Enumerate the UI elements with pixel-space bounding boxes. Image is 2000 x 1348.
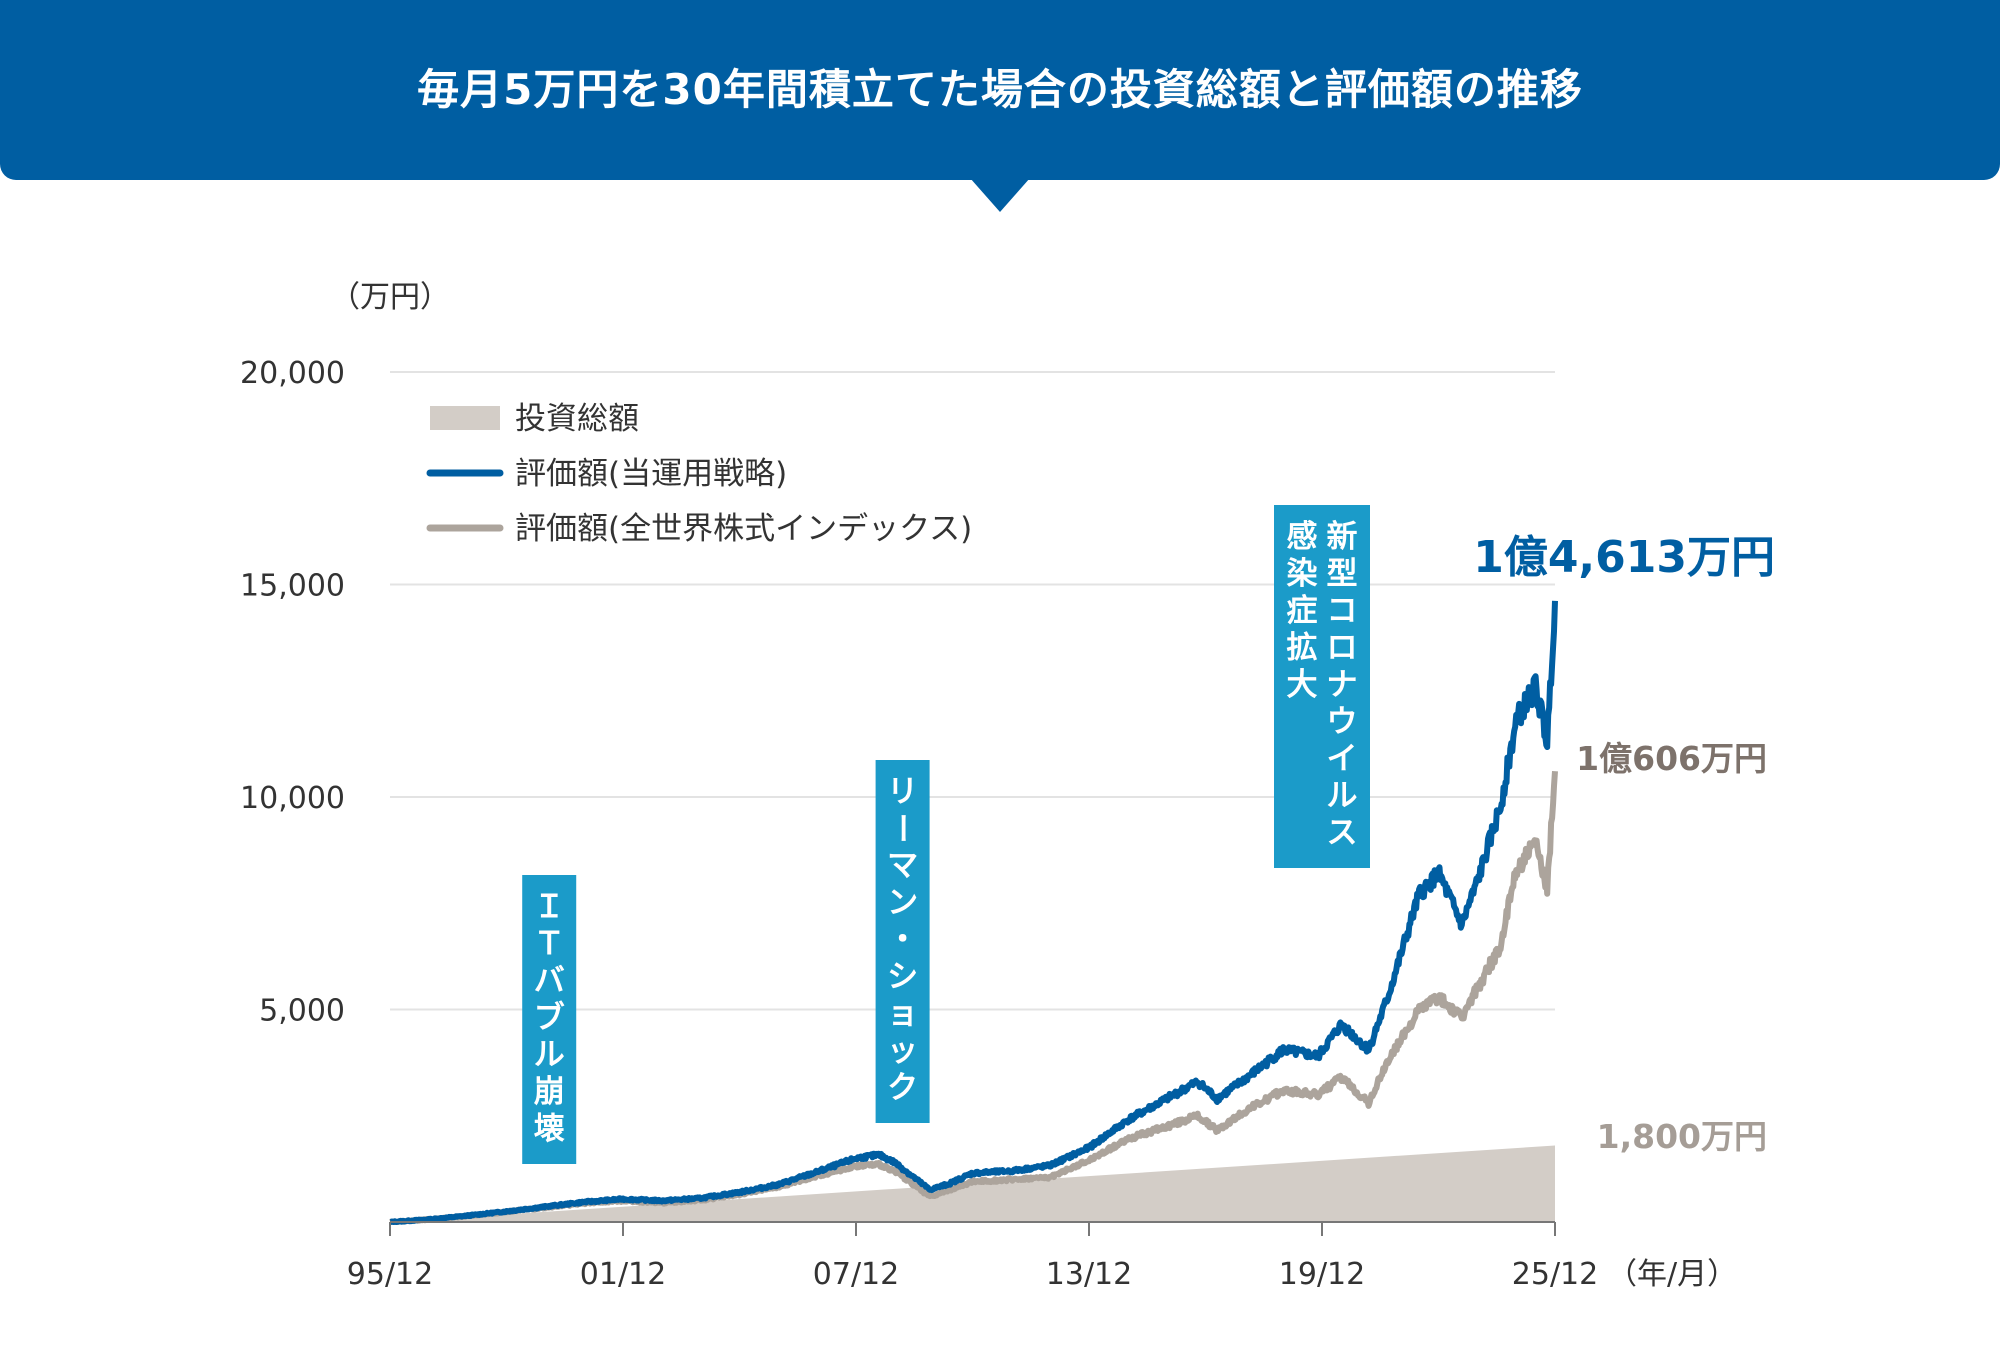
y-tick-label: 20,000: [240, 356, 345, 391]
annotation-box: [1274, 505, 1370, 868]
annotation-char: ク: [887, 1070, 918, 1106]
annotation-char: Ｔ: [534, 926, 565, 962]
annotation-char: マ: [887, 848, 918, 884]
line-strategy: [388, 600, 1558, 1225]
annotation-char: ナ: [1327, 667, 1358, 703]
annotation-char: 感: [1287, 519, 1318, 555]
x-tick-label: 07/12: [813, 1257, 899, 1292]
legend-label-strategy: 評価額(当運用戦略): [515, 456, 787, 492]
x-tick-label: 01/12: [580, 1257, 666, 1292]
annotation-char: 症: [1287, 593, 1318, 629]
annotation-char: バ: [534, 963, 565, 999]
annotation-char: ル: [1327, 778, 1358, 814]
end-label-world: 1億606万円: [1576, 739, 1767, 778]
x-tick-label: 13/12: [1046, 1257, 1132, 1292]
annotation-char: ブ: [534, 1000, 565, 1036]
annotation-char: シ: [887, 959, 918, 995]
chart-title: 毎月5万円を30年間積立てた場合の投資総額と評価額の推移: [417, 65, 1583, 114]
title-banner: 毎月5万円を30年間積立てた場合の投資総額と評価額の推移: [0, 0, 2000, 180]
annotation-char: 型: [1327, 556, 1358, 592]
annotation-char: Ｉ: [534, 889, 565, 925]
line-series: [388, 600, 1558, 1225]
annotation-box: [875, 760, 930, 1123]
banner-pointer: [970, 178, 1030, 212]
annotation-char: ス: [1327, 815, 1358, 851]
annotation-char: 染: [1287, 556, 1318, 592]
annotation-char: ッ: [887, 1033, 918, 1069]
annotation-char: ・: [887, 922, 918, 958]
annotation-char: 大: [1287, 667, 1318, 703]
annotation-char: リ: [887, 774, 918, 810]
annotation-char: 崩: [534, 1074, 565, 1110]
x-tick-label: 25/12: [1512, 1257, 1598, 1292]
annotation-char: イ: [1327, 741, 1358, 777]
annotation-char: コ: [1327, 593, 1358, 629]
annotation-char: 新: [1327, 519, 1358, 555]
end-labels: 1億4,613万円 1億606万円 1,800万円: [1473, 532, 1775, 1156]
legend-label-world: 評価額(全世界株式インデックス): [515, 511, 972, 547]
y-tick-label: 15,000: [240, 569, 345, 604]
end-label-strategy: 1億4,613万円: [1473, 532, 1775, 583]
y-tick-label: 10,000: [240, 781, 345, 816]
legend-label-invest: 投資総額: [515, 401, 639, 437]
y-unit-label: （万円）: [330, 280, 450, 315]
legend-swatch-invest: [430, 406, 500, 430]
annotation-char: ン: [887, 885, 918, 921]
annotation-char: ョ: [887, 996, 918, 1032]
annotation-char: 壊: [534, 1111, 565, 1147]
annotation-char: ル: [534, 1037, 565, 1073]
x-tick-label: 95/12: [347, 1257, 433, 1292]
annotation-char: ウ: [1327, 704, 1358, 740]
end-label-invest: 1,800万円: [1597, 1117, 1767, 1156]
annotation-char: ロ: [1327, 630, 1358, 666]
y-tick-label: 5,000: [259, 994, 345, 1029]
annotation-char: ー: [884, 813, 920, 844]
x-tick-label: 19/12: [1279, 1257, 1365, 1292]
annotation-char: 拡: [1287, 630, 1318, 666]
annotation-box: [522, 875, 577, 1164]
axes: 5,000 10,000 15,000 20,000 （万円） 95/12 01/12 07/…: [240, 280, 1737, 1292]
x-unit-label: （年/月）: [1607, 1257, 1737, 1292]
